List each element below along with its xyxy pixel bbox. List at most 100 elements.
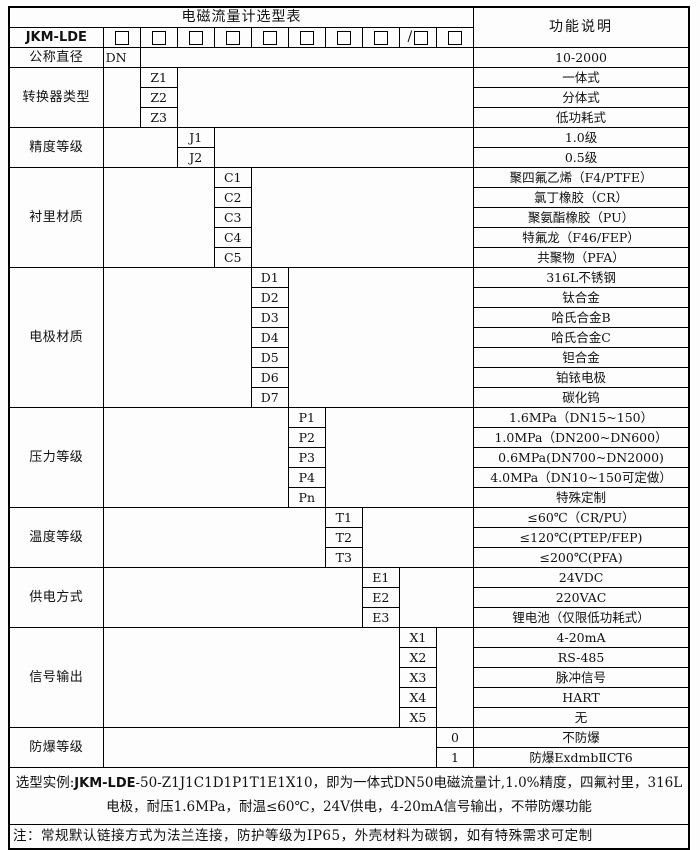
spacer-right-signal-output <box>435 627 475 728</box>
code-checkbox[interactable] <box>373 30 388 45</box>
code-checkbox[interactable] <box>114 30 129 45</box>
section-row-converter-type: Z3 低功耗式 <box>9 107 690 128</box>
section-row-accuracy-class: J2 0.5级 <box>9 147 690 168</box>
desc-cell-electrode-material-D3: 哈氏合金B <box>473 307 690 328</box>
example-text: -50-Z1J1C1D1P1T1E1X10，即为一体式DN50电磁流量计,1.0… <box>106 775 683 816</box>
code-checkbox[interactable] <box>188 30 203 45</box>
section-label-temperature-rating: 温度等级 <box>8 507 104 568</box>
code-cell-liner-material-C5: C5 <box>213 247 252 268</box>
code-cell-pressure-rating-P3: P3 <box>287 447 326 468</box>
code-cell-liner-material-C4: C4 <box>213 227 252 248</box>
code-checkbox[interactable] <box>262 30 277 45</box>
code-cell-converter-type-Z1: Z1 <box>139 67 178 88</box>
example-row: 选型实例:JKM-LDE-50-Z1J1C1D1P1T1E1X10，即为一体式D… <box>8 767 690 825</box>
title-row: 电磁流量计选型表 功能说明 <box>8 6 690 48</box>
spacer-left-explosion-proof <box>102 727 437 768</box>
model-checkbox-cell <box>287 27 326 48</box>
code-cell-electrode-material-D7: D7 <box>250 387 289 408</box>
spacer-right-power-supply <box>398 567 475 628</box>
code-cell-pressure-rating-P2: P2 <box>287 427 326 448</box>
section-row-pressure-rating: P3 0.6MPa(DN700~DN2000) <box>9 447 690 468</box>
section-label-power-supply: 供电方式 <box>8 567 104 628</box>
code-cell-temperature-rating-T2: T2 <box>324 527 363 548</box>
desc-cell-signal-output-X2: RS-485 <box>473 647 690 668</box>
desc-cell-liner-material-C5: 共聚物（PFA） <box>473 247 690 268</box>
spacer-left-accuracy-class <box>102 127 178 168</box>
section-label-liner-material: 衬里材质 <box>8 167 104 268</box>
desc-cell-liner-material-C1: 聚四氟乙烯（F4/PTFE） <box>473 167 690 188</box>
spacer-left-liner-material <box>102 167 215 268</box>
code-cell-explosion-proof-1: 1 <box>435 747 475 768</box>
desc-cell-temperature-rating-T3: ≤200℃(PFA) <box>473 547 690 568</box>
desc-cell-liner-material-C4: 特氟龙（F46/FEP） <box>473 227 690 248</box>
code-cell-signal-output-X2: X2 <box>398 647 437 668</box>
spacer-right-temperature-rating <box>361 507 475 568</box>
desc-cell-electrode-material-D7: 碳化钨 <box>473 387 690 408</box>
code-checkbox[interactable] <box>299 30 314 45</box>
desc-cell-pressure-rating-P4: 4.0MPa（DN10~150可定做） <box>473 467 690 488</box>
section-row-signal-output: X4 HART <box>9 687 690 708</box>
code-checkbox[interactable] <box>151 30 166 45</box>
model-checkbox-cell <box>324 27 363 48</box>
section-label-explosion-proof: 防爆等级 <box>8 727 104 768</box>
code-checkbox[interactable] <box>447 30 462 45</box>
section-label-signal-output: 信号输出 <box>8 627 104 728</box>
code-checkbox[interactable] <box>414 30 429 45</box>
selection-example: 选型实例:JKM-LDE-50-Z1J1C1D1P1T1E1X10，即为一体式D… <box>8 767 690 825</box>
section-label-electrode-material: 电极材质 <box>8 267 104 408</box>
code-cell-electrode-material-D1: D1 <box>250 267 289 288</box>
section-label-nominal-diameter: 公称直径 <box>8 47 104 68</box>
model-checkbox-cell <box>102 27 141 48</box>
desc-cell-electrode-material-D6: 铂铱电极 <box>473 367 690 388</box>
code-checkbox[interactable] <box>336 30 351 45</box>
section-row-explosion-proof: 1 防爆ExdmbⅡCT6 <box>9 747 690 768</box>
code-cell-pressure-rating-Pn: Pn <box>287 487 326 508</box>
example-prefix: 选型实例: <box>15 775 75 792</box>
selection-sheet: 电磁流量计选型表 功能说明 JKM-LDE / 公称直径 DN 10-2000 转换器… <box>8 6 692 850</box>
desc-cell-pressure-rating-P2: 1.0MPa（DN200~DN600） <box>473 427 690 448</box>
model-checkbox-cell <box>250 27 289 48</box>
desc-cell-power-supply-E3: 锂电池（仅限低功耗式） <box>473 607 690 628</box>
section-row-temperature-rating: T3 ≤200℃(PFA) <box>9 547 690 568</box>
desc-cell-signal-output-X3: 脉冲信号 <box>473 667 690 688</box>
code-cell-nominal-diameter-DN: DN <box>102 47 141 68</box>
spacer-right-electrode-material <box>287 267 475 408</box>
section-row-accuracy-class: 精度等级 J1 1.0级 <box>8 127 690 168</box>
desc-cell-explosion-proof-1: 防爆ExdmbⅡCT6 <box>473 747 690 768</box>
section-row-liner-material: C2 氯丁橡胶（CR） <box>9 187 690 208</box>
desc-cell-signal-output-X1: 4-20mA <box>473 627 690 648</box>
model-code-row: JKM-LDE / <box>8 27 689 48</box>
section-row-converter-type: Z2 分体式 <box>9 87 690 108</box>
section-row-signal-output: 信号输出 X1 4-20mA <box>8 627 690 728</box>
code-cell-signal-output-X3: X3 <box>398 667 437 688</box>
code-checkbox[interactable] <box>225 30 240 45</box>
code-cell-liner-material-C3: C3 <box>213 207 252 228</box>
desc-cell-pressure-rating-P1: 1.6MPa（DN15~150） <box>473 407 690 428</box>
selection-table: 电磁流量计选型表 功能说明 JKM-LDE / 公称直径 DN 10-2000 转换器… <box>8 6 690 850</box>
model-checkbox-cell <box>361 27 400 48</box>
section-label-pressure-rating: 压力等级 <box>8 407 104 508</box>
desc-cell-electrode-material-D2: 钛合金 <box>473 287 690 308</box>
code-cell-electrode-material-D2: D2 <box>250 287 289 308</box>
section-row-electrode-material: 电极材质 D1 316L不锈钢 <box>8 267 690 408</box>
spacer-left-pressure-rating <box>102 407 289 508</box>
section-label-converter-type: 转换器类型 <box>8 67 104 128</box>
desc-cell-accuracy-class-J2: 0.5级 <box>473 147 690 168</box>
spacer-left-converter-type <box>102 67 141 128</box>
note-row: 注：常规默认链接方式为法兰连接，防护等级为IP65，外壳材料为碳钢，如有特殊需求… <box>8 824 690 850</box>
section-label-accuracy-class: 精度等级 <box>8 127 104 168</box>
desc-cell-nominal-diameter-DN: 10-2000 <box>473 47 690 68</box>
example-model: JKM-LDE <box>74 776 136 792</box>
desc-cell-electrode-material-D4: 哈氏合金C <box>473 327 690 348</box>
section-row-pressure-rating: P2 1.0MPa（DN200~DN600） <box>9 427 690 448</box>
spacer-right-nominal-diameter <box>139 47 475 68</box>
desc-cell-pressure-rating-Pn: 特殊定制 <box>473 487 690 508</box>
section-row-liner-material: C5 共聚物（PFA） <box>9 247 690 268</box>
page-title: 电磁流量计选型表 <box>8 6 475 28</box>
spacer-right-accuracy-class <box>213 127 475 168</box>
code-cell-converter-type-Z2: Z2 <box>139 87 178 108</box>
model-checkbox-cell <box>139 27 178 48</box>
spacer-left-power-supply <box>102 567 363 628</box>
desc-cell-signal-output-X5: 无 <box>473 707 690 728</box>
code-cell-power-supply-E2: E2 <box>361 587 400 608</box>
